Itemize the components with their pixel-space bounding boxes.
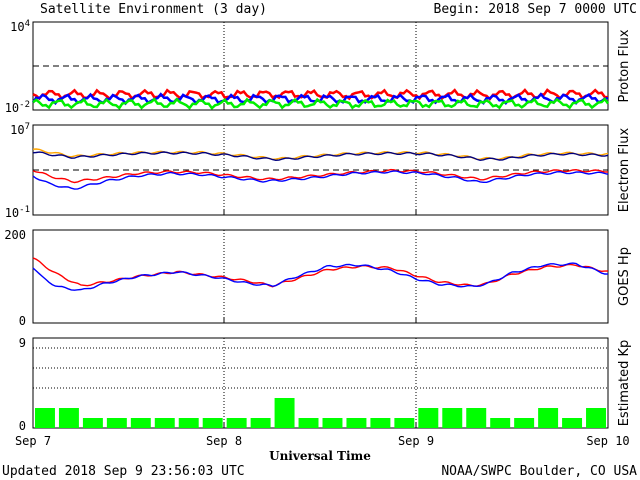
kp-bar-3 [106, 418, 127, 428]
updated-timestamp: Updated 2018 Sep 9 23:56:03 UTC [2, 464, 245, 479]
y-axis-label: Proton Flux [617, 29, 632, 102]
series-blue-line [32, 170, 609, 190]
kp-bar-6 [178, 418, 199, 428]
panel-frame [32, 337, 609, 429]
panel-1: 107 10-1 Electron Flux [5, 122, 632, 220]
panel-frame [32, 124, 609, 216]
series-navy-line [32, 151, 609, 162]
kp-bar-22 [562, 418, 583, 428]
y-tick-label-bottom: 10-1 [5, 205, 30, 220]
kp-bar-18 [466, 408, 487, 428]
kp-bar-5 [154, 418, 175, 428]
x-tick-label-2: Sep 9 [398, 434, 434, 448]
kp-bar-7 [202, 418, 223, 428]
y-tick-label-top: 104 [10, 19, 30, 34]
kp-bar-9 [250, 418, 271, 428]
kp-bar-1 [58, 408, 79, 428]
kp-bar-15 [394, 418, 415, 428]
kp-bar-23 [586, 408, 606, 428]
y-tick-label-bottom: 0 [19, 419, 26, 433]
series-blue-line [32, 262, 609, 291]
chart-title: Satellite Environment (3 day) [40, 2, 267, 17]
begin-date: Begin: 2018 Sep 7 0000 UTC [434, 2, 638, 17]
kp-bar-12 [322, 418, 343, 428]
panel-0: 104 10-2 Proton Flux [5, 19, 632, 115]
panels: 104 10-2 Proton Flux 107 10-1 Electron Flux 20… [4, 19, 632, 433]
y-tick-label-bottom: 10-2 [5, 100, 30, 115]
kp-bar-10 [274, 398, 295, 428]
y-axis-label: GOES Hp [617, 247, 632, 306]
x-axis-label: Universal Time [269, 449, 371, 463]
credit-label: NOAA/SWPC Boulder, CO USA [441, 464, 637, 479]
kp-bar-17 [442, 408, 463, 428]
y-tick-label-top: 9 [19, 336, 26, 350]
panel-3: 9 0 Estimated Kp [19, 336, 632, 433]
y-tick-label-top: 107 [10, 122, 30, 137]
kp-bar-21 [538, 408, 559, 428]
y-tick-label-top: 200 [4, 228, 26, 242]
y-tick-label-bottom: 0 [19, 314, 26, 328]
x-tick-label-1: Sep 8 [206, 434, 242, 448]
x-axis: Sep 7 Sep 8 Sep 9 Sep 10 Universal Time [15, 434, 630, 463]
kp-bar-2 [82, 418, 103, 428]
kp-bar-13 [346, 418, 367, 428]
y-axis-label: Estimated Kp [617, 340, 632, 427]
kp-bar-14 [370, 418, 391, 428]
kp-bar-0 [35, 408, 55, 428]
kp-bar-11 [298, 418, 319, 428]
series-red-line [32, 168, 609, 184]
kp-bar-19 [490, 418, 511, 428]
kp-bar-20 [514, 418, 535, 428]
kp-bar-8 [226, 418, 247, 428]
kp-bar-4 [130, 418, 151, 428]
x-tick-label-0: Sep 7 [15, 434, 51, 448]
series-green-line [32, 97, 610, 111]
kp-bar-16 [418, 408, 439, 428]
x-tick-label-3: Sep 10 [586, 434, 629, 448]
y-axis-label: Electron Flux [617, 127, 632, 212]
panel-2: 200 0 GOES Hp [4, 228, 632, 328]
panel-frame [32, 229, 609, 324]
